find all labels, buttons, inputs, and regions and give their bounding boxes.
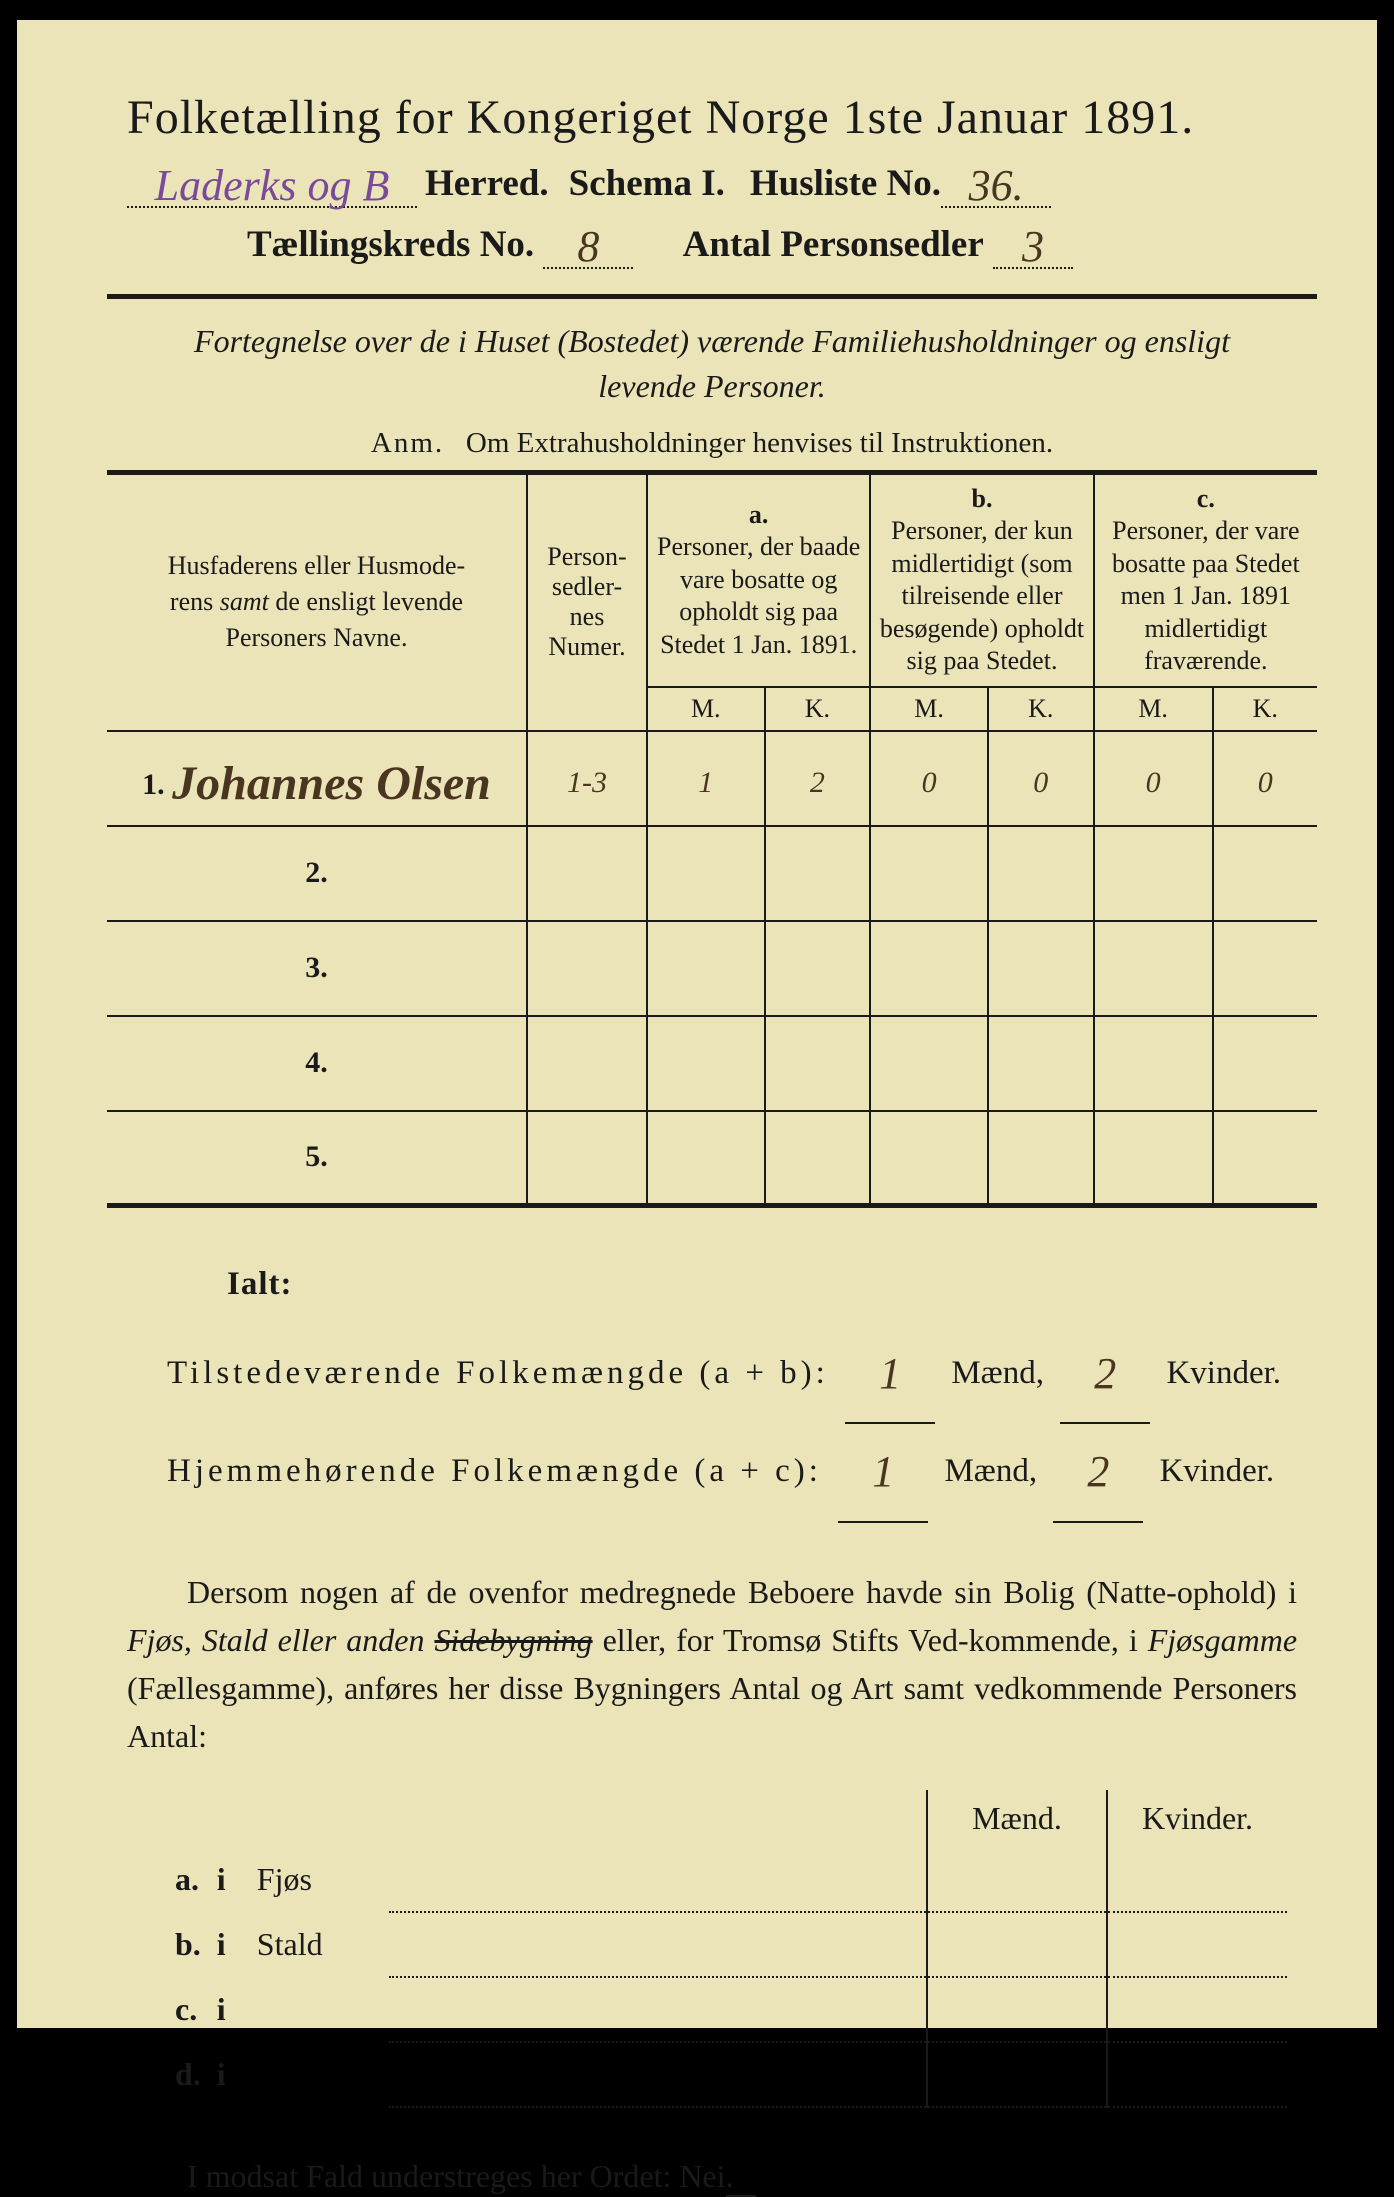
row-1-name: 1. Johannes Olsen	[107, 731, 527, 826]
row-1-cm: 0	[1094, 736, 1213, 831]
col-header-numer: Person-sedler-nesNumer.	[527, 472, 647, 731]
total-ab-k: 2	[1060, 1326, 1150, 1425]
table-row: 4.	[107, 1016, 1317, 1111]
footer-line: I modsat Fald understreges her Ordet: Ne…	[187, 2158, 1317, 2197]
antal-field: 3	[993, 216, 1073, 269]
outbuilding-row: c. i	[167, 1977, 1287, 2042]
header-row-2: Tællingskreds No. 8 Antal Personsedler 3	[107, 216, 1317, 269]
annotation-line: Anm. Om Extrahusholdninger henvises til …	[107, 427, 1317, 460]
ialt-label: Ialt:	[227, 1248, 1317, 1321]
form-subtitle: Fortegnelse over de i Huset (Bostedet) v…	[147, 319, 1277, 409]
col-a-k: K.	[765, 687, 871, 731]
table-row: 5.	[107, 1111, 1317, 1206]
ob-header-maend: Mænd.	[927, 1790, 1107, 1847]
ob-header-kvinder: Kvinder.	[1107, 1790, 1287, 1847]
anm-text: Om Extrahusholdninger henvises til Instr…	[466, 427, 1053, 459]
outbuilding-table: Mænd. Kvinder. a. i Fjøs b. i Stald c. i	[167, 1790, 1287, 2108]
row-1-sedler: 1-3	[527, 736, 647, 831]
divider-rule	[107, 294, 1317, 299]
outbuilding-row: a. i Fjøs	[167, 1847, 1287, 1912]
totals-line-2: Hjemmehørende Folkemængde (a + c): 1 Mæn…	[167, 1419, 1317, 1518]
total-ab-m: 1	[845, 1326, 935, 1425]
row-1-ck: 0	[1213, 736, 1317, 831]
table-row: 1. Johannes Olsen 1-3 1 2 0 0 0 0	[107, 731, 1317, 826]
household-table: Husfaderens eller Husmode-rens samt de e…	[107, 470, 1317, 1209]
taellingskreds-label: Tællingskreds No.	[247, 224, 534, 265]
totals-line-1: Tilstedeværende Folkemængde (a + b): 1 M…	[167, 1321, 1317, 1420]
herred-label: Herred.	[425, 162, 549, 205]
total-ac-m: 1	[838, 1424, 928, 1523]
husliste-label: Husliste No.	[750, 162, 941, 205]
herred-value: Laderks og B	[155, 161, 390, 210]
row-2-name: 2.	[107, 826, 527, 921]
husliste-value: 36.	[969, 161, 1024, 210]
col-c-m: M.	[1094, 687, 1213, 731]
schema-label: Schema I.	[569, 162, 725, 205]
col-header-name: Husfaderens eller Husmode-rens samt de e…	[107, 472, 527, 731]
anm-label: Anm.	[371, 427, 444, 459]
col-c-k: K.	[1213, 687, 1317, 731]
total-ac-k: 2	[1053, 1424, 1143, 1523]
col-a-m: M.	[647, 687, 765, 731]
census-form-page: Folketælling for Kongeriget Norge 1ste J…	[17, 20, 1377, 2028]
taellingskreds-value: 8	[577, 222, 599, 271]
dersom-paragraph: Dersom nogen af de ovenfor medregnede Be…	[127, 1568, 1297, 1760]
form-title: Folketælling for Kongeriget Norge 1ste J…	[107, 90, 1317, 145]
col-header-b: b. Personer, der kun midlertidigt (som t…	[870, 472, 1093, 687]
row-3-name: 3.	[107, 921, 527, 1016]
row-1-am: 1	[647, 736, 765, 831]
row-1-bk: 0	[988, 736, 1094, 831]
table-row: 2.	[107, 826, 1317, 921]
totals-section: Ialt: Tilstedeværende Folkemængde (a + b…	[167, 1248, 1317, 1518]
husliste-field: 36.	[941, 155, 1051, 208]
row-5-name: 5.	[107, 1111, 527, 1206]
antal-label: Antal Personsedler	[683, 224, 984, 265]
col-header-c: c. Personer, der vare bosatte paa Stedet…	[1094, 472, 1317, 687]
herred-field: Laderks og B	[127, 155, 417, 208]
row-4-name: 4.	[107, 1016, 527, 1111]
row-1-bm: 0	[870, 736, 988, 831]
col-b-k: K.	[988, 687, 1094, 731]
taellingskreds-field: 8	[543, 216, 633, 269]
col-b-m: M.	[870, 687, 988, 731]
outbuilding-row: b. i Stald	[167, 1912, 1287, 1977]
row-1-ak: 2	[765, 736, 871, 831]
col-header-a: a. Personer, der baade vare bosatte og o…	[647, 472, 870, 687]
table-row: 3.	[107, 921, 1317, 1016]
outbuilding-row: d. i	[167, 2042, 1287, 2107]
antal-value: 3	[1022, 222, 1044, 271]
header-row-1: Laderks og B Herred. Schema I. Husliste …	[107, 155, 1317, 208]
